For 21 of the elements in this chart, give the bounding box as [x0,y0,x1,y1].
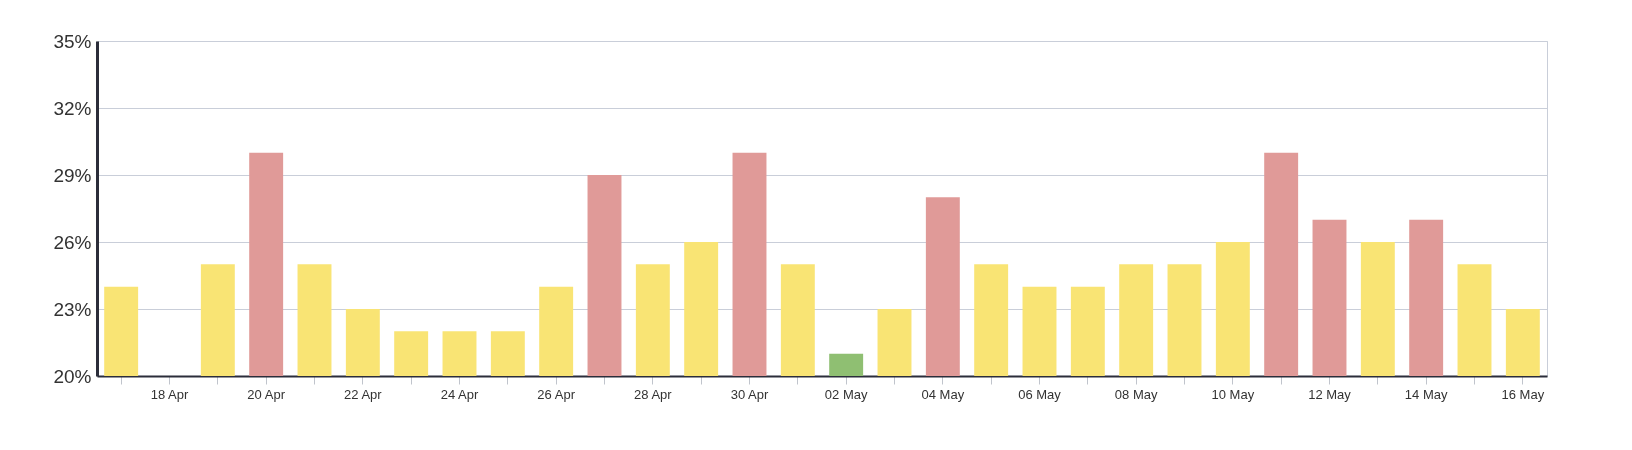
y-tick-label: 35% [53,30,92,52]
y-tick-label: 29% [53,164,92,186]
x-tick-label: 28 Apr [634,386,673,402]
y-tick-label: 32% [53,97,92,119]
y-tick-label: 23% [53,298,92,320]
x-tick-label: 18 Apr [150,386,189,402]
x-tick-label: 04 May [921,386,965,402]
x-tick-label: 20 Apr [247,386,286,402]
x-tick-label: 14 May [1404,386,1448,402]
x-tick-label: 24 Apr [440,386,479,402]
x-tick-label: 22 Apr [344,386,383,402]
y-tick-label: 26% [53,231,92,253]
x-tick-label: 08 May [1114,386,1158,402]
y-tick-label: 20% [53,365,92,387]
x-tick-label: 10 May [1211,386,1255,402]
x-tick-label: 02 May [824,386,868,402]
x-tick-label: 12 May [1308,386,1352,402]
x-tick-label: 16 May [1501,386,1545,402]
x-tick-label: 06 May [1018,386,1062,402]
x-tick-label: 26 Apr [537,386,576,402]
x-tick-label: 30 Apr [730,386,769,402]
